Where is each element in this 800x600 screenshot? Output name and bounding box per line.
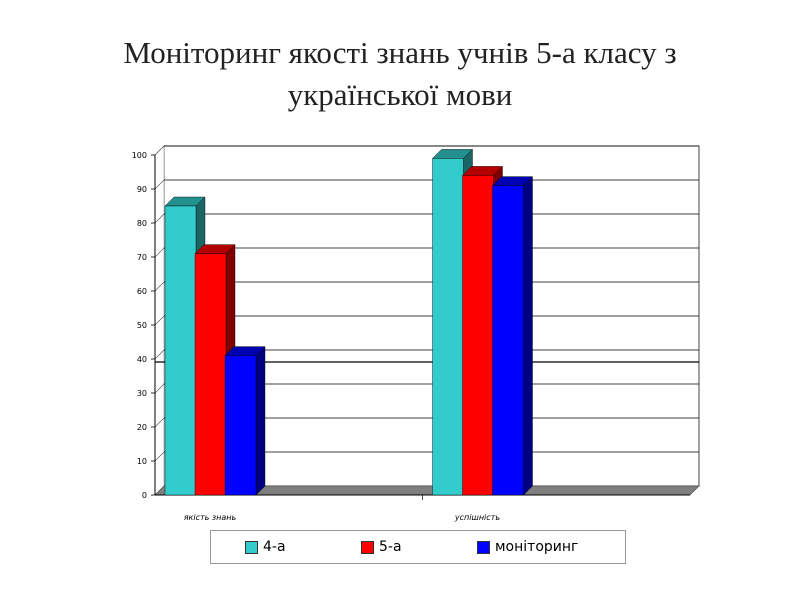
gridline-depth bbox=[154, 315, 165, 326]
y-tick-label: 0 bbox=[142, 491, 147, 500]
y-tick-label: 30 bbox=[137, 389, 147, 398]
legend-label-4a: 4-а bbox=[263, 539, 286, 555]
gridline-depth bbox=[154, 179, 165, 190]
chart-title: Моніторинг якості знань учнів 5-а класу … bbox=[0, 32, 800, 116]
gridline-depth bbox=[154, 145, 165, 156]
y-tick-label: 60 bbox=[137, 287, 147, 296]
legend-swatch-4a bbox=[245, 540, 258, 554]
gridline-depth bbox=[154, 213, 165, 224]
bar-chart: 0 10 20 30 40 50 60 70 80 90 100 якість знань успішн… bbox=[132, 145, 700, 522]
legend-item-5a: 5-а bbox=[361, 539, 402, 555]
legend-label-monitoring: моніторинг bbox=[495, 539, 579, 555]
bar bbox=[164, 205, 197, 496]
y-tick-label: 50 bbox=[137, 321, 147, 330]
gridline-depth bbox=[154, 281, 165, 292]
bar-side bbox=[523, 176, 533, 496]
y-tick-label: 100 bbox=[132, 151, 147, 160]
bar bbox=[492, 185, 524, 496]
chart-legend: 4-а 5-а моніторинг bbox=[210, 530, 626, 564]
legend-item-4a: 4-а bbox=[245, 539, 286, 555]
y-tick-label: 70 bbox=[137, 253, 147, 262]
y-tick-label: 90 bbox=[137, 185, 147, 194]
x-category-label: успішність bbox=[454, 513, 500, 522]
legend-swatch-5a bbox=[361, 540, 374, 554]
y-tick-label: 20 bbox=[137, 423, 147, 432]
x-category-label: якість знань bbox=[184, 513, 237, 522]
chart-title-line-2: української мови bbox=[287, 77, 513, 112]
gridline-depth bbox=[154, 247, 165, 258]
bar bbox=[224, 355, 257, 496]
gridline-depth bbox=[154, 383, 165, 394]
gridline-depth bbox=[154, 451, 165, 462]
y-tick-label: 40 bbox=[137, 355, 147, 364]
bar bbox=[194, 253, 227, 496]
gridline-depth bbox=[154, 417, 165, 428]
legend-item-monitoring: моніторинг bbox=[477, 539, 578, 555]
chart-title-line-1: Моніторинг якості знань учнів 5-а класу … bbox=[123, 35, 677, 70]
y-tick-label: 80 bbox=[137, 219, 147, 228]
bar-side bbox=[255, 346, 266, 496]
legend-label-5a: 5-а bbox=[379, 539, 402, 555]
gridline-depth bbox=[154, 349, 165, 360]
bar bbox=[432, 158, 464, 496]
y-tick-label: 10 bbox=[137, 457, 147, 466]
bar bbox=[462, 175, 494, 496]
legend-swatch-monitoring bbox=[477, 540, 490, 554]
